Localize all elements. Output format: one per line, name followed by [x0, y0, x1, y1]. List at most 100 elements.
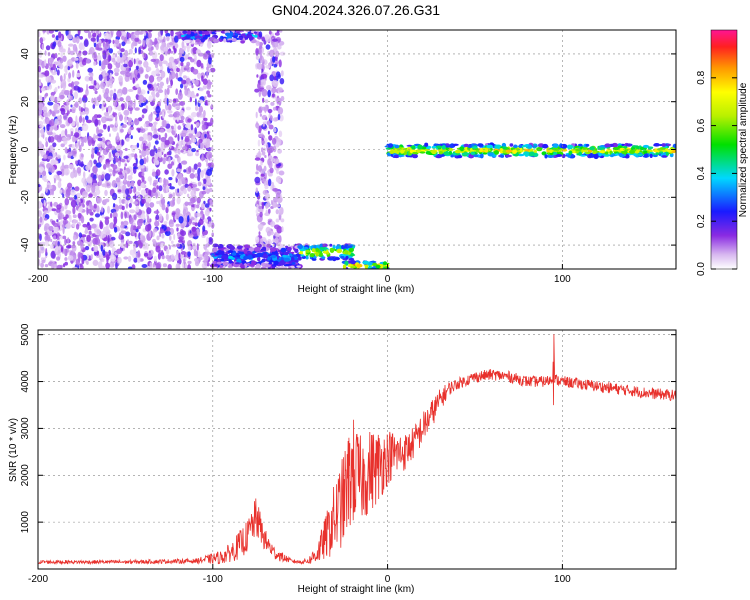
- spectrogram-cell: [209, 199, 214, 207]
- spectrogram-cell: [251, 244, 258, 248]
- spectrogram-cell: [57, 241, 60, 247]
- spectrogram-cell: [202, 36, 208, 40]
- spectrogram-cell: [119, 149, 123, 158]
- spectrogram-cell: [177, 149, 181, 155]
- spectrogram-cell: [86, 209, 92, 214]
- spectrogram-cell: [181, 79, 187, 85]
- spectrogram-cell: [275, 192, 281, 199]
- spectrogram-cell: [38, 171, 41, 179]
- spectrogram-cell: [197, 162, 202, 168]
- spectrogram-cell: [184, 263, 188, 269]
- colorbar-label: Normalized spectral amplitude: [738, 82, 749, 217]
- spectrogram-cell: [162, 157, 166, 165]
- spectrogram-cell: [194, 203, 197, 209]
- spectrogram-cell: [69, 214, 72, 223]
- spectrogram-cell: [193, 249, 197, 257]
- spectrogram-cell: [173, 111, 178, 118]
- spectrogram-cell: [225, 32, 231, 36]
- spectrogram-cell: [56, 219, 59, 223]
- spectrogram-cell: [89, 217, 94, 222]
- spectrogram-cell: [137, 86, 142, 95]
- spectrogram-cell: [50, 69, 53, 73]
- spectrogram-cell: [95, 149, 97, 155]
- spectrogram-cell: [40, 87, 46, 92]
- spectrogram-cell: [52, 41, 57, 47]
- spectrogram-cell: [52, 63, 56, 71]
- spectrogram-cell: [166, 127, 172, 133]
- spectrogram-cell: [45, 92, 49, 97]
- spectrogram-cell: [130, 135, 133, 140]
- spectrogram-cell: [89, 46, 95, 55]
- spectrogram-cell: [54, 52, 58, 59]
- spectrogram-cell: [194, 98, 197, 107]
- spectrogram-cell: [45, 248, 48, 256]
- spectrogram-cell: [164, 30, 169, 34]
- spectrogram-cell: [288, 266, 292, 269]
- spectrogram-cell: [108, 166, 111, 173]
- snr-xlabel: Height of straight line (km): [298, 584, 415, 595]
- spectrogram-cell: [180, 251, 187, 255]
- spectrogram-cell: [260, 106, 267, 111]
- spectrogram-cell: [454, 149, 462, 154]
- spectrogram-cell: [277, 148, 282, 154]
- spectrogram-cell: [59, 63, 62, 68]
- spectrogram-cell: [202, 85, 207, 90]
- spectrogram-cell: [199, 171, 204, 178]
- spectrogram-cell: [170, 30, 174, 37]
- spectrogram-cell: [269, 115, 273, 121]
- spectrogram-cell: [205, 141, 211, 149]
- spectrogram-cell: [71, 144, 75, 149]
- spectrogram-cell: [157, 252, 161, 260]
- spectrogram-cell: [350, 265, 356, 268]
- spectrogram-cell: [50, 238, 53, 243]
- spectrogram-cell: [109, 124, 114, 128]
- spectrogram-cell: [240, 40, 246, 44]
- spectrogram-cell: [253, 34, 258, 38]
- spectrogram-cell: [167, 110, 173, 114]
- spectrogram-cell: [44, 70, 50, 77]
- spectrogram-cell: [53, 103, 58, 111]
- y-tick-label: 2000: [20, 464, 31, 487]
- spectrogram-cell: [78, 56, 83, 62]
- spectrogram-cell: [46, 86, 50, 91]
- spectrogram-cell: [99, 147, 102, 153]
- spectrogram-cell: [108, 48, 113, 54]
- spectrogram-cell: [59, 189, 63, 194]
- spectrogram-cell: [271, 87, 277, 94]
- spectrogram-cell: [262, 151, 266, 156]
- spectrogram-cell: [134, 191, 140, 195]
- spectrogram-cell: [125, 188, 130, 196]
- spectrogram-cell: [313, 244, 317, 249]
- spectrogram-cell: [168, 156, 171, 163]
- spectrogram-cell: [445, 145, 451, 148]
- spectrogram-cell: [145, 165, 149, 173]
- spectrogram-cell: [329, 248, 335, 254]
- spectrogram-cell: [135, 65, 139, 70]
- spectrogram-cell: [272, 106, 277, 111]
- spectrogram-cell: [147, 252, 153, 258]
- spectrogram-cell: [209, 187, 213, 193]
- spectrogram-cell: [372, 262, 378, 267]
- spectrogram-cell: [73, 91, 78, 100]
- spectrogram-cell: [142, 235, 146, 242]
- spectrogram-cell: [100, 244, 104, 252]
- spectrogram-cell: [272, 56, 276, 63]
- spectrogram-cell: [604, 143, 611, 148]
- spectrogram-cell: [196, 197, 201, 204]
- spectrogram-cell: [388, 143, 394, 149]
- spectrogram-cell: [177, 125, 182, 130]
- spectrogram-cell: [181, 41, 185, 49]
- spectrogram-cell: [477, 143, 484, 147]
- spectrogram-cell: [125, 95, 131, 103]
- spectrogram-cell: [297, 244, 304, 250]
- spectrogram-cell: [94, 213, 101, 218]
- spectrogram-cell: [140, 182, 145, 188]
- spectrogram-cell: [280, 218, 285, 223]
- spectrogram-cell: [119, 114, 123, 122]
- spectrogram-cell: [206, 179, 209, 184]
- spectrogram-cell: [60, 246, 64, 253]
- spectrogram-cell: [176, 196, 181, 205]
- spectrogram-cell: [87, 135, 93, 143]
- spectrogram-cell: [473, 154, 479, 158]
- y-tick-label: 3000: [20, 417, 31, 440]
